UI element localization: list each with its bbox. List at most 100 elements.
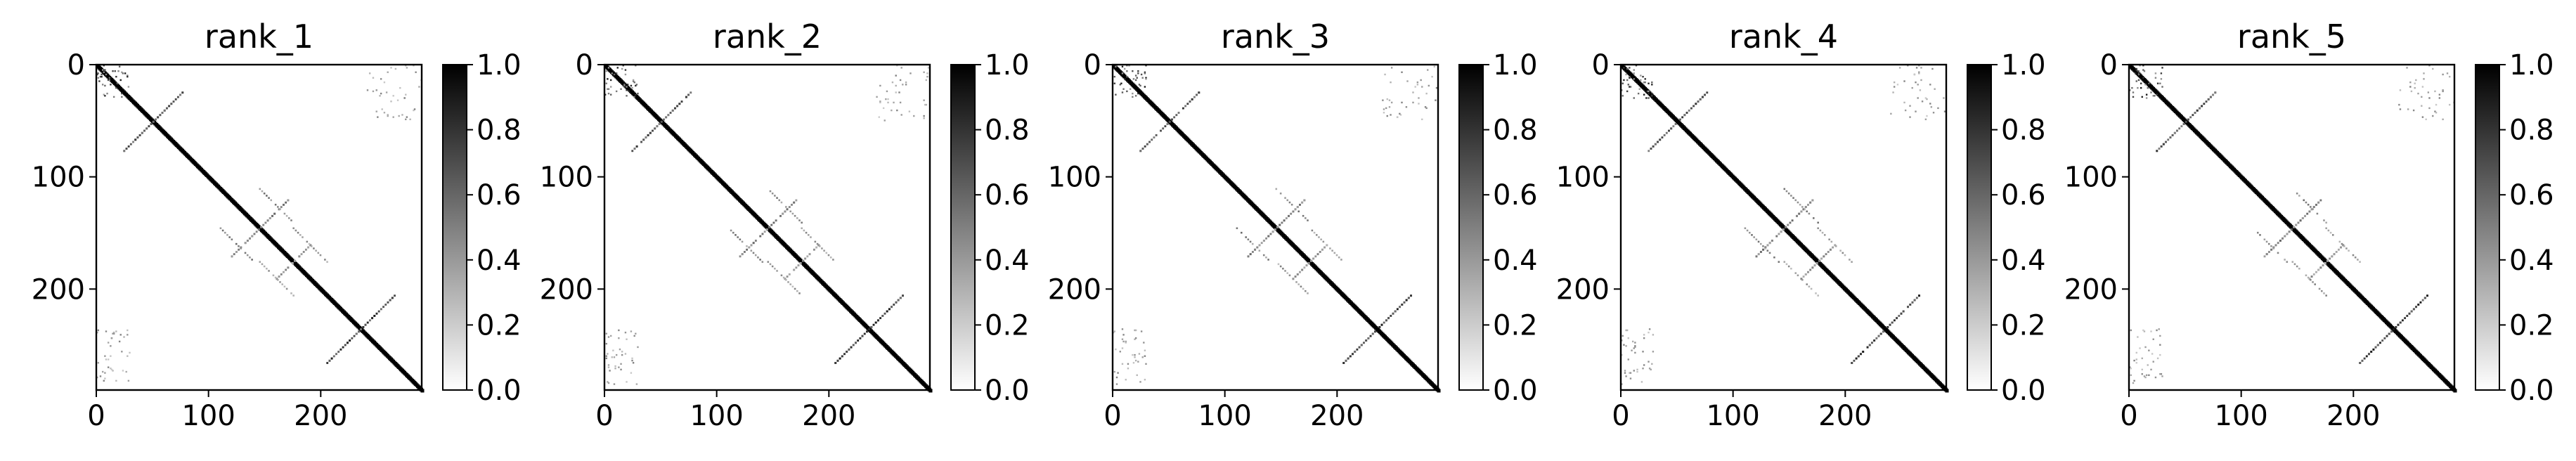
heatmap-cell — [1652, 334, 1655, 336]
heatmap-cell — [105, 73, 108, 76]
heatmap-cell — [1134, 95, 1137, 97]
heatmap-cell — [1126, 90, 1128, 93]
heatmap-cell — [1418, 97, 1420, 99]
heatmap-cell — [635, 383, 638, 385]
heatmap-cell — [1369, 335, 1372, 337]
heatmap-cell — [1917, 97, 1919, 99]
heatmap-cell — [881, 315, 884, 317]
heatmap-cell — [1820, 257, 1823, 260]
heatmap-cell — [107, 366, 110, 368]
heatmap-cell — [1121, 65, 1124, 67]
heatmap-cell — [630, 372, 633, 374]
heatmap-cell — [635, 84, 638, 86]
heatmap-cell — [1260, 242, 1263, 245]
heatmap-cell — [1132, 362, 1135, 364]
heatmap-cell — [384, 304, 387, 306]
heatmap-cell — [1924, 97, 1927, 99]
heatmap-cell — [1911, 301, 1914, 304]
heatmap-cell — [926, 72, 928, 74]
heatmap-cell — [895, 74, 897, 77]
heatmap-cell — [616, 67, 619, 69]
heatmap-cell — [1390, 67, 1393, 69]
heatmap-cell — [623, 84, 626, 86]
heatmap-cell — [1406, 80, 1409, 82]
heatmap-cell — [1648, 97, 1650, 99]
heatmap-cell — [105, 330, 108, 332]
heatmap-cell — [1320, 238, 1322, 241]
heatmap-cell — [1184, 105, 1187, 108]
heatmap-cell — [874, 321, 877, 324]
heatmap-cell — [276, 278, 278, 280]
heatmap-cell — [1766, 244, 1769, 247]
heatmap-cell — [375, 312, 378, 315]
heatmap-cell — [1155, 134, 1158, 136]
heatmap-cell — [732, 231, 734, 234]
heatmap-cell — [1929, 84, 1931, 86]
heatmap-cell — [244, 252, 247, 254]
heatmap-cell — [403, 97, 406, 99]
heatmap-cell — [1138, 353, 1141, 355]
heatmap-cell — [1787, 193, 1790, 195]
heatmap-cell — [1802, 275, 1805, 278]
heatmap-cell — [405, 93, 407, 96]
x-tick-label: 100 — [690, 400, 743, 432]
heatmap-cell — [798, 292, 801, 294]
heatmap-cell — [389, 299, 391, 301]
heatmap-cell — [778, 199, 781, 202]
heatmap-cell — [246, 254, 249, 257]
heatmap-cell — [743, 251, 746, 253]
heatmap-cell — [791, 203, 793, 206]
heatmap-cell — [1896, 317, 1898, 320]
heatmap-cell — [270, 199, 273, 202]
heatmap-cell — [621, 353, 623, 356]
heatmap-cell — [1414, 86, 1416, 88]
heatmap-cell — [859, 337, 862, 339]
heatmap-cell — [292, 294, 295, 297]
heatmap-cell — [1771, 240, 1773, 242]
heatmap-cell — [633, 335, 635, 337]
heatmap-cell — [1333, 252, 1336, 254]
heatmap-cell — [1780, 230, 1782, 233]
heatmap-cell — [1296, 206, 1299, 209]
heatmap-cell — [127, 75, 129, 78]
heatmap-cell — [746, 245, 748, 247]
heatmap-cell — [1254, 248, 1257, 251]
heatmap-cell — [1138, 84, 1141, 86]
heatmap-cell — [1127, 363, 1130, 365]
heatmap-cell — [1386, 115, 1388, 117]
y-tick-label: 100 — [1048, 162, 1101, 194]
heatmap-cell — [1342, 362, 1345, 364]
heatmap-cell — [291, 261, 294, 264]
heatmap-cell — [1401, 304, 1404, 306]
heatmap-cell — [891, 306, 893, 309]
heatmap-cell — [1186, 103, 1189, 105]
heatmap-cell — [1625, 73, 1627, 76]
heatmap-cell — [302, 251, 305, 253]
heatmap-cell — [1807, 203, 1809, 206]
heatmap-cell — [1331, 249, 1333, 252]
heatmap-cell — [784, 278, 787, 280]
heatmap-cell — [273, 212, 276, 215]
heatmap-cell — [1292, 278, 1295, 280]
heatmap-cell — [632, 79, 635, 82]
heatmap-cell — [1283, 219, 1286, 222]
heatmap-cell — [1862, 351, 1865, 353]
heatmap-cell — [129, 351, 131, 354]
heatmap-cell — [1143, 342, 1145, 344]
panel-title: rank_4 — [1729, 18, 1838, 56]
heatmap-cell — [1401, 71, 1403, 73]
heatmap-cell — [152, 120, 155, 123]
heatmap-cell — [829, 257, 832, 259]
heatmap-cell — [1659, 138, 1662, 141]
heatmap-cell — [605, 70, 607, 72]
plot-frame — [95, 63, 423, 391]
heatmap-cell — [1651, 363, 1653, 365]
heatmap-cell — [797, 264, 800, 267]
heatmap-cell — [235, 242, 238, 245]
heatmap-cell — [127, 329, 129, 332]
heatmap-cell — [1390, 81, 1392, 84]
heatmap-cell — [104, 95, 106, 97]
heatmap-cell — [1851, 261, 1853, 263]
heatmap-cell — [925, 103, 928, 106]
